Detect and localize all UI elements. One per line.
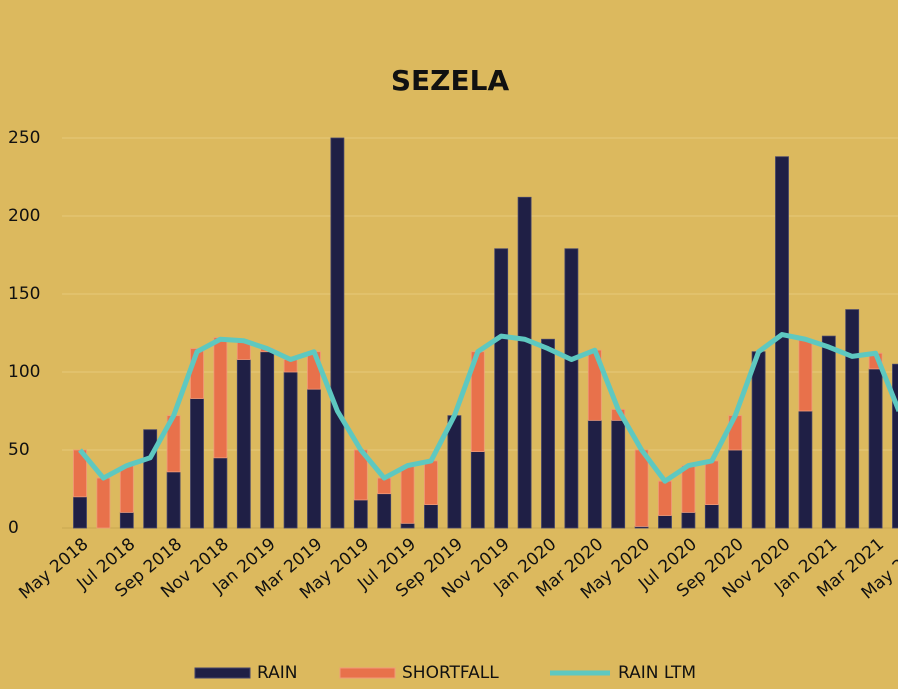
bar: [447, 415, 462, 529]
line: [78, 332, 898, 484]
y-tick-label: 200: [8, 206, 40, 226]
bar: [330, 137, 345, 529]
bar: [541, 338, 555, 529]
bar: [704, 504, 719, 529]
y-tick-label: 100: [8, 362, 40, 382]
bar: [681, 465, 696, 513]
bar: [119, 512, 134, 529]
bar: [611, 419, 626, 529]
chart-title: SEZELA: [391, 64, 510, 97]
bar: [470, 451, 485, 529]
legend-swatch: [339, 667, 396, 679]
y-tick-label: 0: [8, 518, 19, 538]
bar: [400, 522, 415, 529]
bar: [166, 471, 181, 529]
bar: [798, 338, 813, 412]
bar: [73, 496, 87, 529]
bar: [494, 248, 509, 529]
bar: [564, 248, 579, 529]
legend-label: RAIN: [257, 663, 297, 683]
bar: [283, 371, 298, 529]
bar: [681, 512, 696, 529]
bar: [236, 359, 251, 529]
bar: [96, 477, 111, 529]
bar: [775, 156, 789, 529]
y-tick-label: 150: [8, 284, 40, 304]
bar: [798, 410, 813, 529]
bar: [213, 337, 228, 459]
bar: [400, 465, 415, 524]
bar: [634, 449, 649, 527]
bar: [119, 465, 134, 513]
bar: [892, 363, 898, 529]
bar: [587, 419, 602, 529]
bar: [213, 457, 228, 529]
bar: [353, 499, 368, 529]
y-tick-label: 250: [8, 128, 40, 148]
bar: [704, 460, 719, 506]
bar: [821, 335, 836, 529]
bar: [424, 504, 438, 529]
bar: [751, 351, 766, 529]
bar: [143, 429, 158, 529]
legend-label: RAIN LTM: [618, 663, 696, 683]
bar: [728, 449, 743, 529]
bar: [424, 460, 438, 506]
legend-label: SHORTFALL: [402, 663, 499, 683]
bar: [260, 351, 275, 529]
bar: [658, 480, 672, 516]
bar: [307, 388, 321, 529]
legend-swatch: [194, 667, 251, 679]
bar: [868, 368, 883, 529]
bar: [845, 309, 860, 529]
bar: [377, 493, 392, 529]
bar: [658, 515, 672, 529]
bar: [517, 196, 532, 529]
y-tick-label: 50: [8, 440, 30, 460]
bar: [190, 398, 204, 529]
